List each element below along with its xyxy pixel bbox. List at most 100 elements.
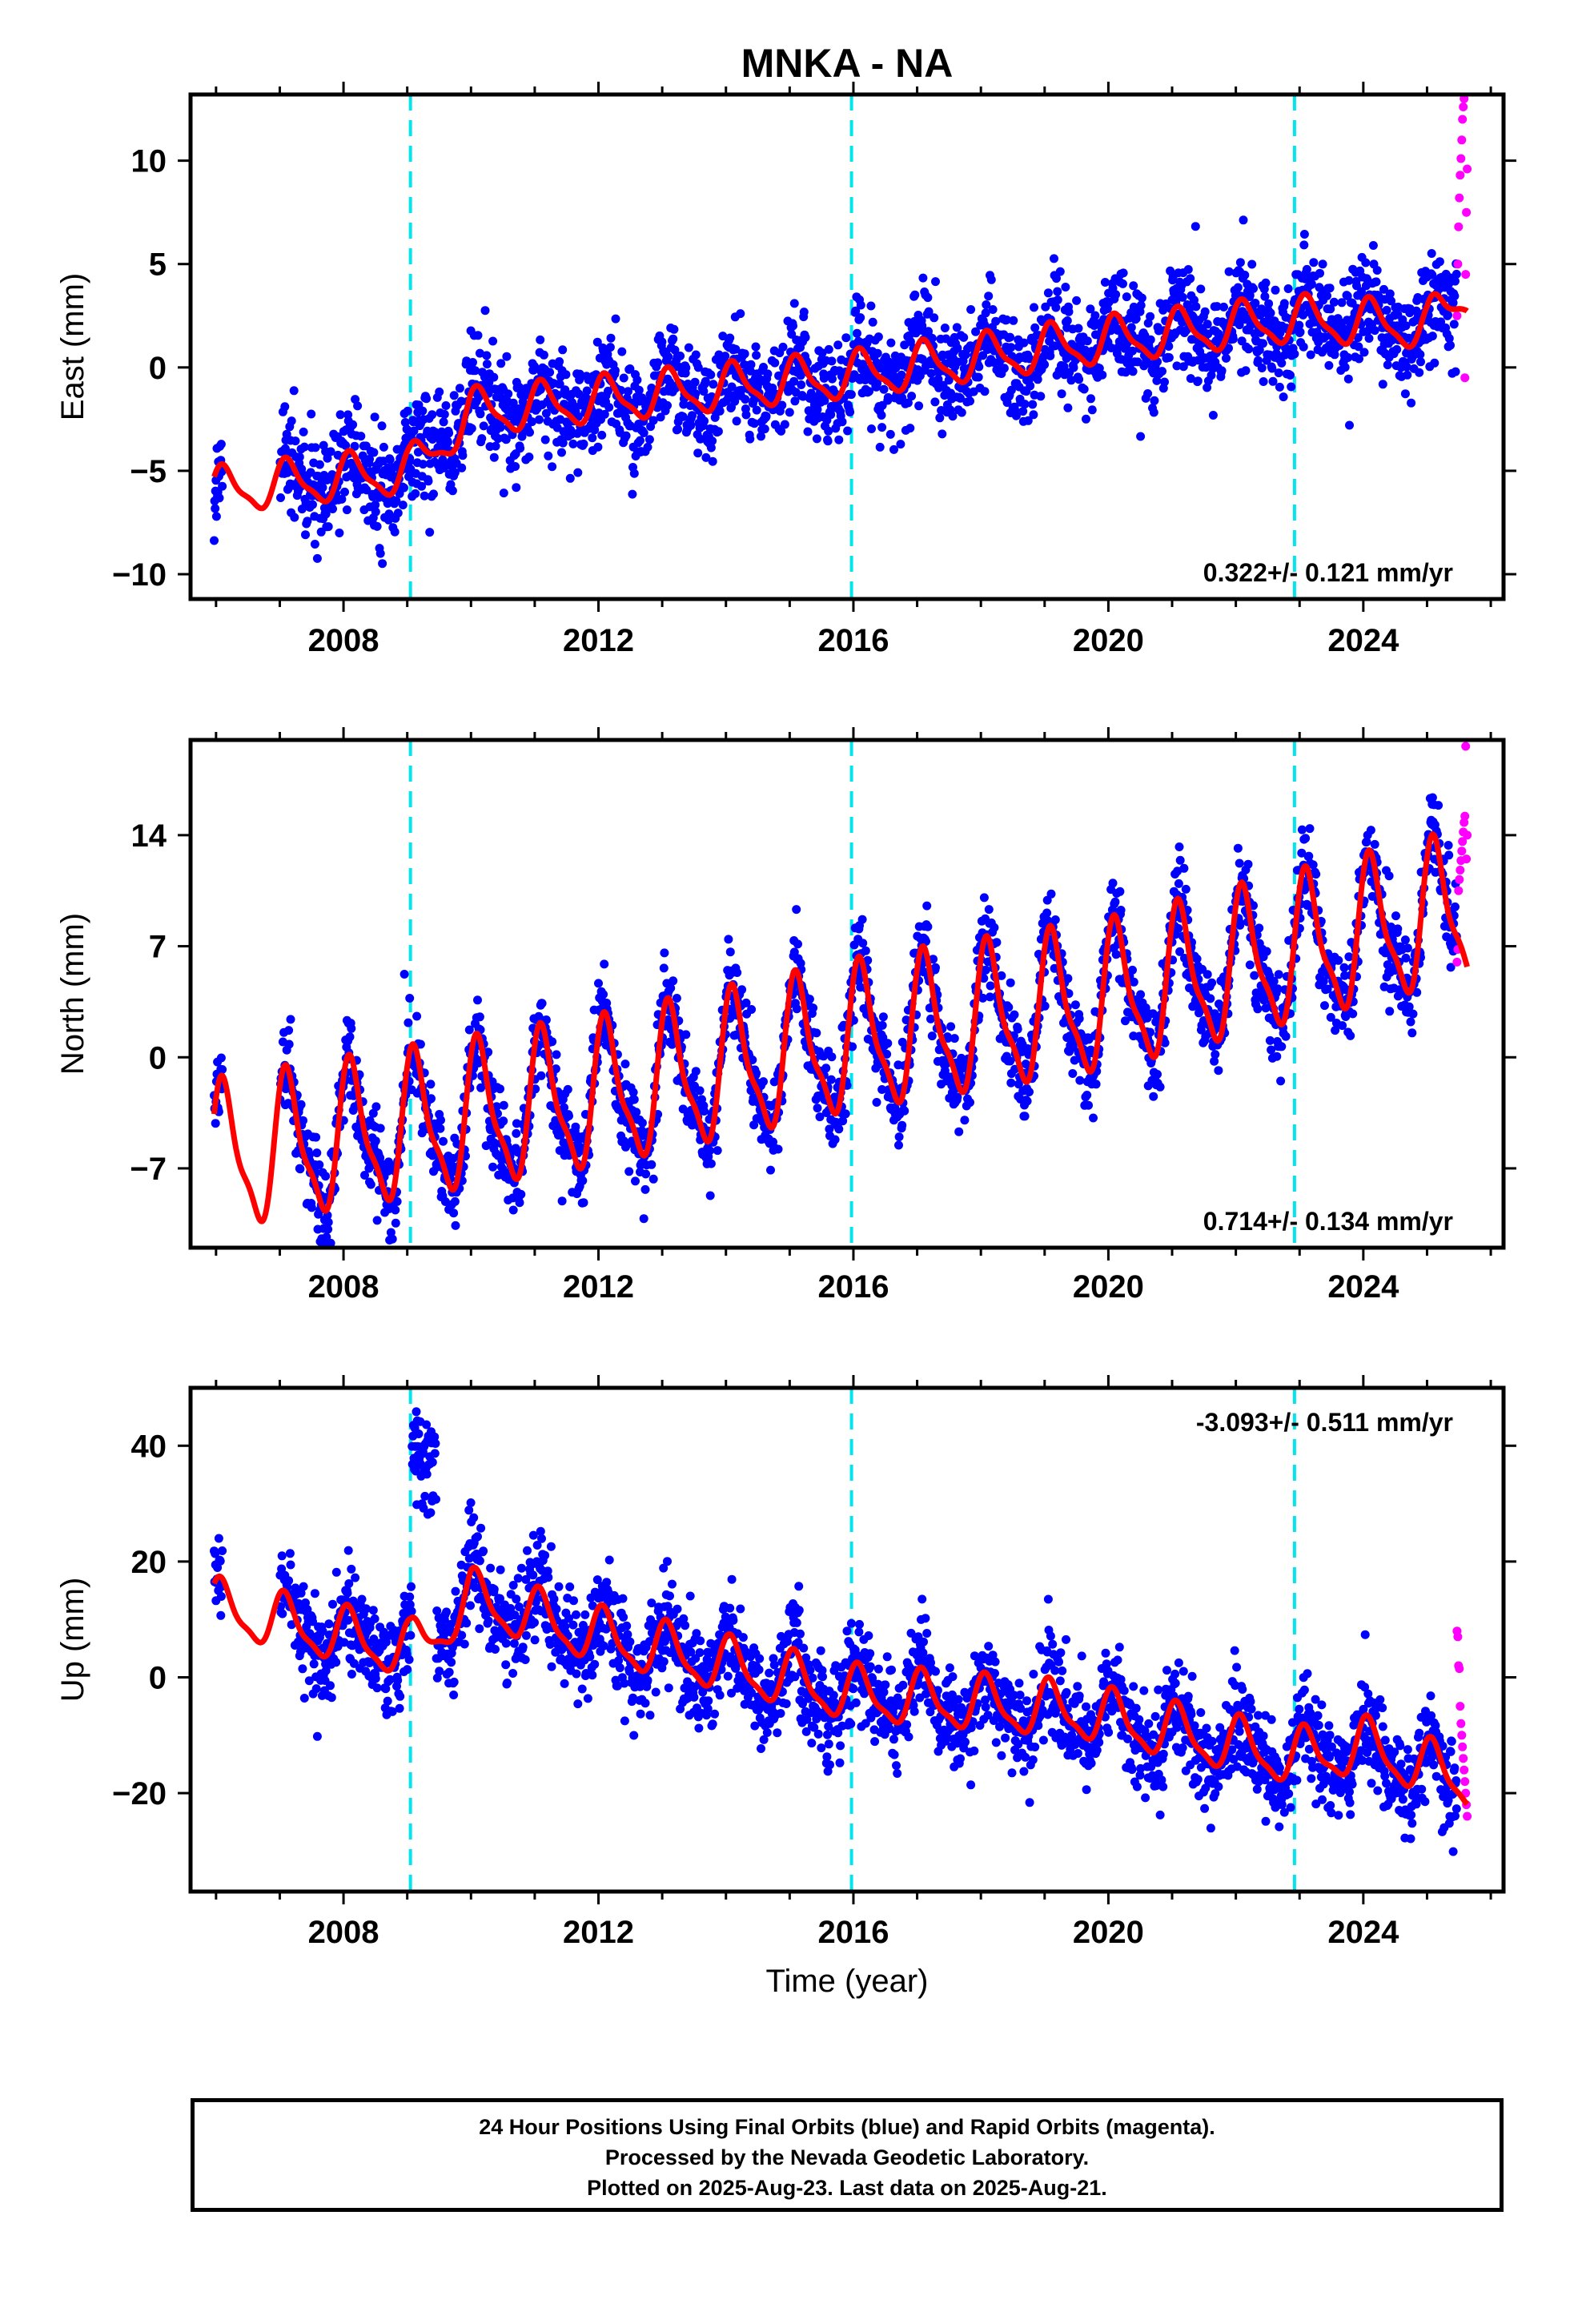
final-orbit-point — [606, 333, 616, 343]
final-orbit-point — [1346, 1031, 1355, 1040]
final-orbit-point — [817, 348, 827, 358]
final-orbit-point — [1427, 332, 1437, 341]
final-orbit-point — [539, 350, 548, 360]
final-orbit-point — [299, 427, 308, 436]
final-orbit-point — [732, 416, 741, 426]
final-orbit-point — [1131, 314, 1141, 324]
final-orbit-point — [696, 434, 705, 444]
final-orbit-point — [1255, 345, 1264, 355]
final-orbit-point — [1444, 334, 1454, 344]
final-orbit-point — [705, 1146, 715, 1156]
final-orbit-point — [1245, 960, 1255, 970]
final-orbit-point — [476, 409, 485, 419]
final-orbit-point — [568, 439, 578, 448]
final-orbit-point — [1046, 351, 1055, 360]
final-orbit-point — [1206, 994, 1215, 1003]
final-orbit-point — [1207, 371, 1216, 380]
final-orbit-point — [455, 384, 464, 393]
final-orbit-point — [971, 327, 981, 336]
final-orbit-point — [1084, 1100, 1093, 1110]
y-tick-label: 0 — [149, 351, 167, 386]
final-orbit-point — [335, 410, 345, 420]
final-orbit-point — [910, 290, 920, 300]
final-orbit-point — [672, 994, 681, 1003]
final-orbit-point — [1295, 328, 1305, 337]
final-orbit-point — [785, 408, 794, 417]
final-orbit-point — [321, 509, 331, 519]
final-orbit-point — [295, 452, 304, 462]
final-orbit-point — [1250, 971, 1259, 980]
final-orbit-point — [464, 1025, 474, 1035]
final-orbit-point — [1006, 385, 1016, 395]
final-orbit-point — [1235, 920, 1245, 930]
final-orbit-point — [824, 426, 833, 436]
final-orbit-point — [1100, 278, 1110, 287]
final-orbit-point — [763, 369, 773, 379]
final-orbit-point — [449, 391, 459, 400]
final-orbit-point — [885, 429, 895, 439]
final-orbit-point — [690, 377, 700, 387]
final-orbit-point — [284, 1026, 294, 1035]
final-orbit-point — [940, 324, 950, 332]
final-orbit-point — [1002, 315, 1011, 324]
final-orbit-point — [1108, 879, 1118, 888]
final-orbit-point — [797, 380, 806, 389]
final-orbit-point — [1186, 374, 1195, 384]
final-orbit-point — [956, 393, 965, 403]
final-orbit-point — [1451, 276, 1460, 286]
final-orbit-point — [1137, 293, 1146, 303]
final-orbit-point — [400, 483, 408, 493]
final-orbit-point — [555, 357, 564, 366]
final-orbit-point — [600, 409, 609, 419]
final-orbit-point — [1196, 284, 1206, 294]
final-orbit-point — [640, 1184, 650, 1194]
final-orbit-point — [986, 981, 995, 991]
final-orbit-point — [796, 371, 805, 380]
final-orbit-point — [476, 1083, 486, 1092]
final-orbit-point — [1183, 265, 1193, 274]
final-orbit-point — [846, 390, 856, 400]
final-orbit-point — [845, 408, 855, 417]
final-orbit-point — [1051, 303, 1061, 312]
final-orbit-point — [1200, 307, 1210, 316]
final-orbit-point — [1233, 283, 1243, 292]
final-orbit-point — [307, 1203, 316, 1212]
final-orbit-point — [498, 1154, 507, 1164]
final-orbit-point — [1241, 366, 1251, 376]
final-orbit-point — [1343, 374, 1353, 384]
final-orbit-point — [1281, 1031, 1291, 1041]
final-orbit-point — [701, 452, 711, 462]
rapid-orbit-point — [1455, 193, 1464, 203]
final-orbit-point — [1203, 970, 1212, 979]
final-orbit-point — [657, 337, 667, 347]
final-orbit-point — [456, 396, 466, 406]
final-orbit-point — [428, 410, 437, 420]
final-orbit-point — [1164, 342, 1174, 351]
final-orbit-point — [713, 1146, 722, 1156]
final-orbit-point — [308, 500, 317, 509]
final-orbit-point — [999, 364, 1009, 373]
east-rapid-orbit-points — [1452, 94, 1472, 383]
final-orbit-point — [759, 363, 768, 372]
rapid-orbit-point — [1456, 154, 1466, 163]
final-orbit-point — [557, 448, 566, 457]
final-orbit-point — [1340, 363, 1350, 372]
final-orbit-point — [980, 387, 990, 396]
final-orbit-point — [918, 273, 928, 283]
final-orbit-point — [1264, 299, 1274, 308]
final-orbit-point — [678, 412, 688, 421]
final-orbit-point — [673, 424, 683, 434]
final-orbit-point — [1074, 324, 1083, 333]
final-orbit-point — [1259, 339, 1267, 348]
final-orbit-point — [572, 428, 582, 438]
final-orbit-point — [741, 998, 751, 1007]
final-orbit-point — [1116, 906, 1126, 915]
final-orbit-point — [489, 372, 499, 382]
final-orbit-point — [390, 527, 400, 537]
final-orbit-point — [593, 442, 603, 452]
final-orbit-point — [299, 1116, 307, 1125]
final-orbit-point — [669, 324, 679, 334]
final-orbit-point — [1274, 368, 1283, 378]
final-orbit-point — [375, 1124, 385, 1133]
final-orbit-point — [1026, 381, 1035, 391]
